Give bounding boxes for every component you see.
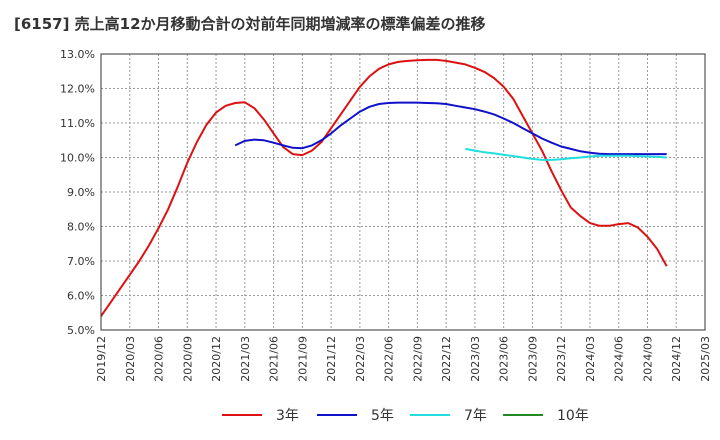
x-tick-label: 2022/03 (354, 336, 367, 382)
x-tick-label: 2021/06 (268, 336, 281, 382)
x-tick-label: 2023/06 (498, 336, 511, 382)
x-tick-label: 2021/03 (239, 336, 252, 382)
x-tick-label: 2021/09 (296, 336, 309, 382)
y-tick-label: 7.0% (67, 255, 95, 268)
series-lines (100, 58, 668, 317)
legend-item: 7年 (410, 400, 487, 430)
x-tick-label: 2020/12 (210, 336, 223, 382)
y-tick-label: 10.0% (60, 152, 95, 165)
series-line (234, 101, 667, 156)
y-axis-ticks: 5.0% 6.0% 7.0% 8.0% 9.0% 10.0% 11.0% 12.0% 13.0% (60, 48, 95, 337)
y-tick-label: 13.0% (60, 48, 95, 61)
legend-swatch (222, 414, 262, 416)
x-tick-label: 2020/03 (124, 336, 137, 382)
x-tick-label: 2022/09 (411, 336, 424, 382)
y-tick-label: 5.0% (67, 324, 95, 337)
grid (100, 53, 706, 331)
series-line (465, 147, 667, 161)
x-tick-label: 2022/06 (383, 336, 396, 382)
y-tick-label: 6.0% (67, 290, 95, 303)
x-tick-label: 2019/12 (95, 336, 108, 382)
x-tick-label: 2021/12 (325, 336, 338, 382)
legend-item: 5年 (317, 400, 394, 430)
x-tick-label: 2020/09 (181, 336, 194, 382)
y-tick-label: 11.0% (60, 117, 95, 130)
legend-item: 3年 (222, 400, 299, 430)
legend-label: 3年 (276, 408, 299, 424)
chart-legend: 3年 5年 7年 10年 (0, 400, 720, 430)
x-tick-label: 2022/12 (440, 336, 453, 382)
legend-swatch (503, 414, 543, 416)
x-tick-label: 2023/12 (555, 336, 568, 382)
y-tick-label: 12.0% (60, 83, 95, 96)
x-tick-label: 2024/03 (584, 336, 597, 382)
series-line (100, 58, 668, 317)
legend-label: 5年 (371, 408, 394, 424)
legend-swatch (410, 414, 450, 416)
y-tick-label: 9.0% (67, 186, 95, 199)
x-tick-label: 2024/09 (641, 336, 654, 382)
chart-title: [6157] 売上高12か月移動合計の対前年同期増減率の標準偏差の推移 (14, 15, 486, 33)
x-tick-label: 2025/03 (699, 336, 712, 382)
legend-item: 10年 (503, 400, 589, 430)
x-tick-label: 2023/03 (469, 336, 482, 382)
legend-label: 7年 (464, 408, 487, 424)
x-axis-ticks: 2019/12 2020/03 2020/06 2020/09 2020/12 2021/… (95, 336, 712, 382)
x-tick-label: 2024/12 (670, 336, 683, 382)
x-tick-label: 2020/06 (153, 336, 166, 382)
x-tick-label: 2024/06 (613, 336, 626, 382)
x-tick-label: 2023/09 (526, 336, 539, 382)
legend-label: 10年 (557, 408, 589, 424)
y-tick-label: 8.0% (67, 221, 95, 234)
plot-frame (100, 53, 706, 331)
legend-swatch (317, 414, 357, 416)
